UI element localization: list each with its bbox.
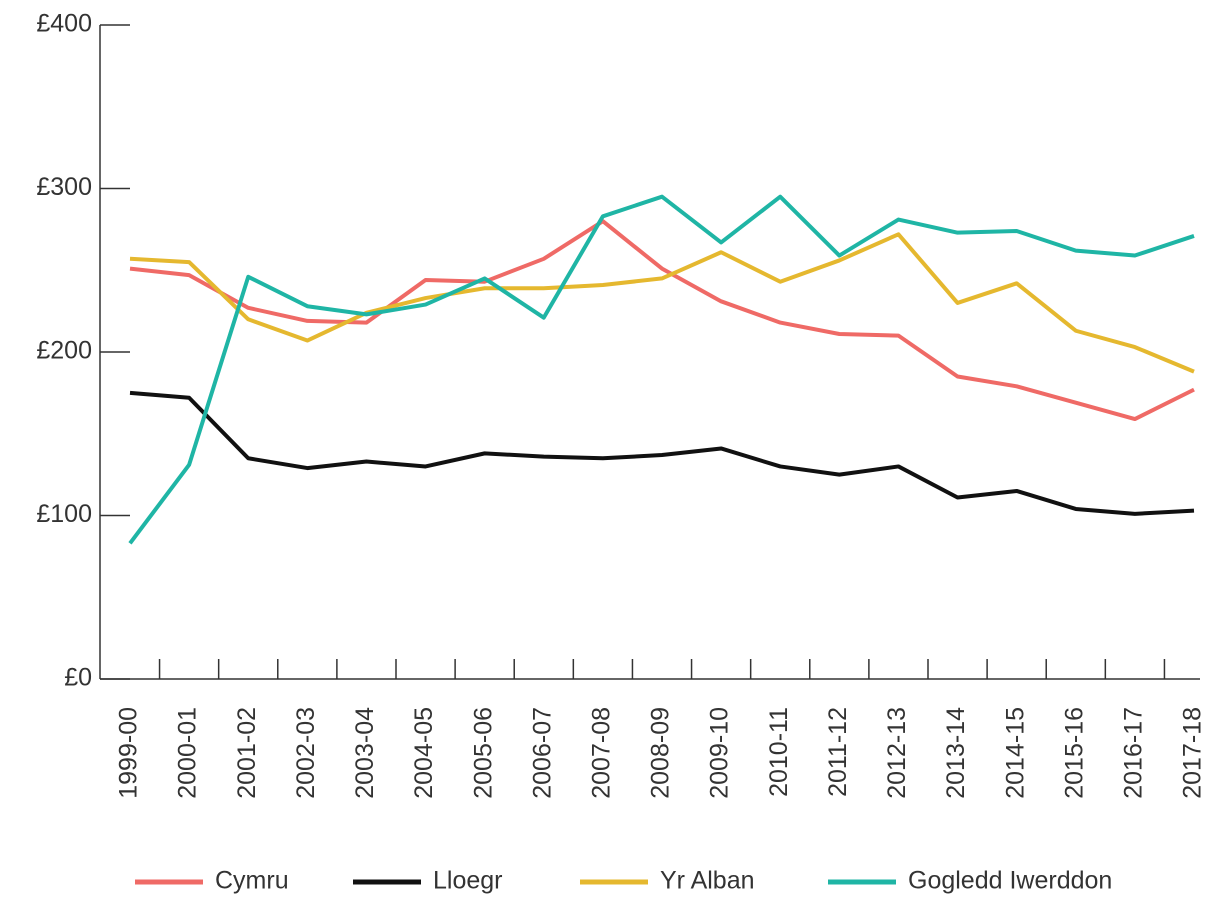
- y-tick-label: £200: [36, 337, 92, 365]
- x-tick-label: 2014-15: [1001, 707, 1029, 799]
- x-tick-label: 2017-18: [1179, 707, 1207, 799]
- y-tick-label: £100: [36, 500, 92, 528]
- series-line: [129, 219, 1195, 422]
- legend-label: Lloegr: [433, 867, 503, 895]
- series-line: [129, 390, 1195, 516]
- x-tick-label: 2001-02: [233, 707, 261, 799]
- legend-label: Gogledd Iwerddon: [908, 867, 1112, 895]
- series-line: [128, 194, 1195, 545]
- y-tick-label: £0: [64, 664, 92, 692]
- x-tick-label: 2005-06: [469, 707, 497, 799]
- x-tick-label: 2015-16: [1060, 707, 1088, 799]
- x-tick-label: 2013-14: [942, 707, 970, 799]
- x-tick-label: 1999-00: [115, 707, 143, 799]
- y-tick-label: £400: [36, 10, 92, 38]
- x-tick-label: 2016-17: [1119, 707, 1147, 799]
- x-tick-label: 2012-13: [883, 707, 911, 799]
- y-tick-label: £300: [36, 173, 92, 201]
- x-tick-label: 2006-07: [528, 707, 556, 799]
- x-tick-label: 2000-01: [174, 707, 202, 799]
- legend-label: Yr Alban: [660, 867, 755, 895]
- x-tick-label: 2010-11: [765, 707, 793, 797]
- x-tick-label: 2007-08: [587, 707, 615, 799]
- x-tick-label: 2004-05: [410, 707, 438, 799]
- x-tick-label: 2003-04: [351, 707, 379, 799]
- x-tick-label: 2011-12: [824, 707, 852, 797]
- x-tick-label: 2002-03: [292, 707, 320, 799]
- x-tick-label: 2008-09: [647, 707, 675, 799]
- x-tick-label: 2009-10: [706, 707, 734, 799]
- series-line: [129, 232, 1195, 374]
- legend-label: Cymru: [215, 867, 289, 895]
